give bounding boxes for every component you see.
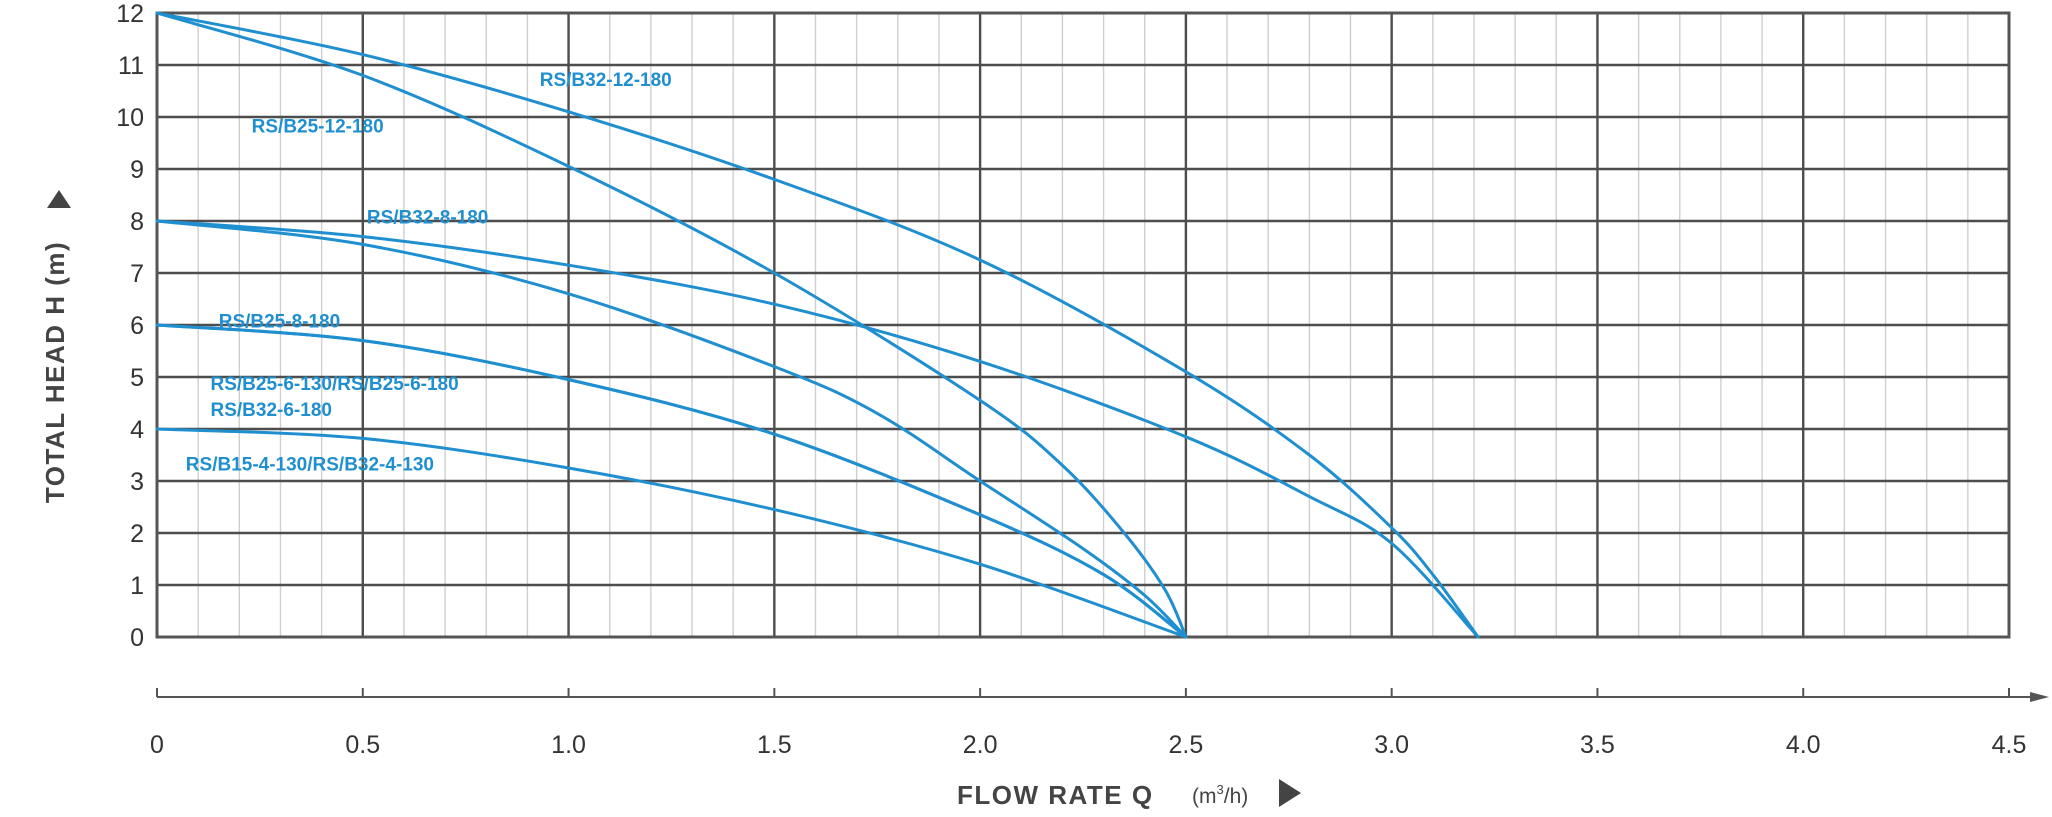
- y-tick-label: 5: [130, 364, 144, 392]
- curve-rs-b32-6-180: [155, 323, 1188, 639]
- x-tick-label: 3.5: [1580, 731, 1615, 759]
- curve-label: RS/B15-4-130/RS/B32-4-130: [186, 455, 434, 476]
- curve-label: RS/B32-8-180: [367, 208, 488, 229]
- y-tick-label: 12: [116, 0, 144, 28]
- curve-label: RS/B32-6-180: [211, 400, 332, 421]
- x-tick-label: 3.0: [1374, 731, 1409, 759]
- curve-label: RS/B25-6-130/RS/B25-6-180: [211, 374, 459, 395]
- x-tick-label: 1.0: [551, 731, 586, 759]
- x-tick-label: 4.5: [1992, 731, 2027, 759]
- curve-label: RS/B32-12-180: [540, 70, 672, 91]
- x-axis: [156, 688, 2049, 702]
- curve-rs-b25-8-180: [155, 219, 1188, 639]
- x-tick-label: 2.0: [963, 731, 998, 759]
- curve-rs-b32-8-180: [155, 219, 1480, 639]
- x-tick-labels: 0 0.5 1.0 1.5 2.0 2.5 3.0 3.5 4.0 4.5: [150, 731, 2026, 759]
- curve-label: RS/B25-12-180: [252, 117, 384, 138]
- y-tick-label: 8: [130, 208, 144, 236]
- y-axis-title: TOTAL HEAD H (m): [40, 241, 70, 503]
- x-tick-label: 2.5: [1169, 731, 1204, 759]
- y-tick-label: 7: [130, 260, 144, 288]
- y-tick-label: 1: [130, 572, 144, 600]
- y-tick-label: 0: [130, 624, 144, 652]
- y-tick-label: 11: [118, 52, 144, 80]
- curve-labels: RS/B32-12-180 RS/B25-12-180 RS/B32-8-180 RS…: [186, 70, 672, 476]
- curve-rs-b32-12-180: [155, 11, 1480, 639]
- x-axis-unit: (m3/h): [1192, 782, 1248, 808]
- curve-label: RS/B25-8-180: [219, 312, 340, 333]
- curve-rs-b25-12-180: [155, 11, 1188, 639]
- y-tick-label: 4: [130, 416, 144, 444]
- x-axis-title: FLOW RATE Q: [957, 780, 1154, 810]
- y-tick-label: 6: [130, 312, 144, 340]
- major-grid: [157, 13, 2009, 637]
- y-tick-label: 3: [130, 468, 144, 496]
- x-tick-label: 0: [150, 731, 164, 759]
- performance-curves: [155, 11, 1480, 639]
- y-tick-label: 9: [130, 156, 144, 184]
- y-axis-arrow-icon: [47, 190, 71, 208]
- x-tick-label: 1.5: [757, 731, 792, 759]
- x-tick-label: 4.0: [1786, 731, 1821, 759]
- x-axis-arrow-icon: [1279, 779, 1301, 807]
- y-tick-label: 2: [130, 520, 144, 548]
- curve-rs-b15-4-130-rs-b32-4-130: [155, 427, 1188, 639]
- y-tick-label: 10: [116, 104, 144, 132]
- x-tick-label: 0.5: [345, 731, 380, 759]
- x-axis-line-arrow-icon: [2030, 692, 2049, 702]
